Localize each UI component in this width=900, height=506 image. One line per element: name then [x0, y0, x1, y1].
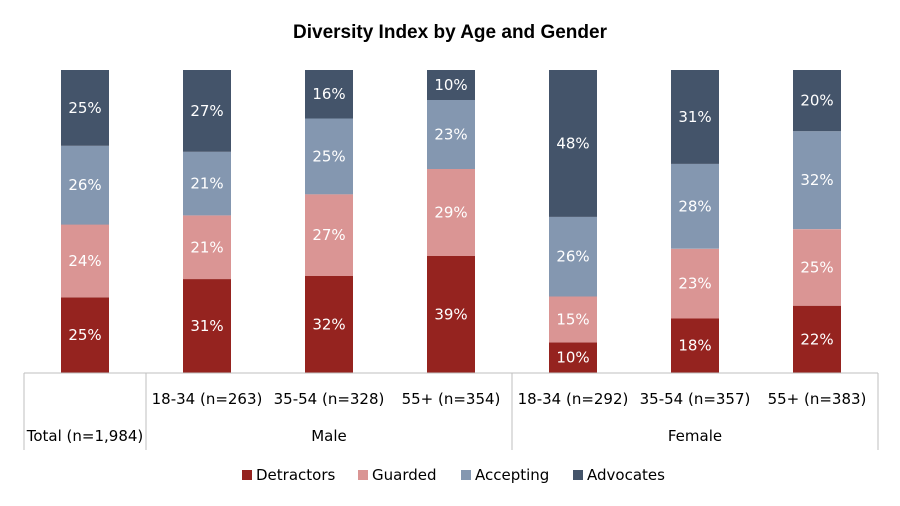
bar-segment-detractors-2: [305, 276, 353, 373]
bar-segment-guarded-0: [61, 224, 109, 298]
bar-segment-detractors-0: [61, 297, 109, 374]
bar-segment-advocates-1: [183, 70, 231, 152]
category-label-5: 35-54 (n=357): [640, 390, 751, 408]
data-label-detractors-2: 32%: [312, 316, 345, 334]
bar-segment-guarded-4: [549, 296, 597, 343]
bar-segment-accepting-2: [305, 118, 353, 195]
category-axis: Total (n=1,984) 18-34 (n=263) 35-54 (n=328…: [23, 372, 879, 450]
legend: Detractors Guarded Accepting Advocates: [242, 466, 665, 484]
group-label-female: Female: [668, 427, 722, 445]
data-label-advocates-3: 10%: [434, 76, 467, 94]
data-label-accepting-6: 32%: [800, 171, 833, 189]
legend-label-guarded: Guarded: [372, 466, 437, 484]
bars-layer: 25% 24% 26% 25% 31% 21% 21% 27% 32% 27% 25% 16% 39% 2…: [61, 70, 841, 374]
legend-swatch-guarded: [358, 470, 368, 480]
chart-title: Diversity Index by Age and Gender: [293, 22, 608, 43]
category-label-3: 55+ (n=354): [402, 390, 501, 408]
data-label-accepting-1: 21%: [190, 175, 223, 193]
data-label-detractors-1: 31%: [190, 317, 223, 335]
bar-segment-accepting-3: [427, 100, 475, 169]
data-label-accepting-3: 23%: [434, 126, 467, 144]
bar-segment-guarded-2: [305, 194, 353, 276]
bar-segment-detractors-3: [427, 256, 475, 373]
bar-segment-advocates-6: [793, 70, 841, 132]
data-label-guarded-5: 23%: [678, 275, 711, 293]
bar-segment-advocates-4: [549, 70, 597, 217]
data-label-guarded-3: 29%: [434, 204, 467, 222]
bar-segment-advocates-0: [61, 70, 109, 146]
data-label-detractors-5: 18%: [678, 337, 711, 355]
bar-segment-guarded-6: [793, 229, 841, 306]
data-label-accepting-0: 26%: [68, 176, 101, 194]
bar-segment-accepting-0: [61, 145, 109, 225]
data-label-guarded-0: 24%: [68, 252, 101, 270]
data-label-guarded-4: 15%: [556, 310, 589, 328]
data-label-guarded-6: 25%: [800, 258, 833, 276]
data-label-detractors-4: 10%: [556, 349, 589, 367]
bar-segment-advocates-5: [671, 70, 719, 164]
data-label-accepting-4: 26%: [556, 248, 589, 266]
data-label-advocates-0: 25%: [68, 99, 101, 117]
category-label-2: 35-54 (n=328): [274, 390, 385, 408]
category-label-1: 18-34 (n=263): [152, 390, 263, 408]
bar-segment-detractors-4: [549, 342, 597, 373]
data-label-accepting-5: 28%: [678, 197, 711, 215]
category-label-4: 18-34 (n=292): [518, 390, 629, 408]
category-label-6: 55+ (n=383): [768, 390, 867, 408]
legend-label-advocates: Advocates: [587, 466, 665, 484]
data-label-advocates-4: 48%: [556, 135, 589, 153]
legend-swatch-accepting: [461, 470, 471, 480]
group-label-male: Male: [311, 427, 347, 445]
data-label-detractors-0: 25%: [68, 326, 101, 344]
bar-segment-accepting-4: [549, 216, 597, 297]
data-label-advocates-6: 20%: [800, 92, 833, 110]
bar-segment-guarded-5: [671, 248, 719, 319]
data-label-advocates-5: 31%: [678, 108, 711, 126]
data-label-detractors-6: 22%: [800, 330, 833, 348]
bar-segment-accepting-6: [793, 131, 841, 230]
bar-segment-accepting-5: [671, 163, 719, 249]
bar-segment-advocates-3: [427, 70, 475, 100]
data-label-detractors-3: 39%: [434, 306, 467, 324]
legend-swatch-advocates: [573, 470, 583, 480]
bar-segment-detractors-6: [793, 305, 841, 373]
legend-label-accepting: Accepting: [475, 466, 549, 484]
legend-swatch-detractors: [242, 470, 252, 480]
legend-label-detractors: Detractors: [256, 466, 335, 484]
bar-segment-accepting-1: [183, 151, 231, 216]
bar-segment-guarded-1: [183, 215, 231, 279]
bar-segment-guarded-3: [427, 169, 475, 256]
bar-segment-detractors-1: [183, 279, 231, 373]
data-label-accepting-2: 25%: [312, 147, 345, 165]
data-label-advocates-2: 16%: [312, 85, 345, 103]
bar-segment-advocates-2: [305, 70, 353, 119]
category-label-0: Total (n=1,984): [26, 427, 144, 445]
data-label-guarded-1: 21%: [190, 238, 223, 256]
data-label-advocates-1: 27%: [190, 102, 223, 120]
bar-segment-detractors-5: [671, 318, 719, 373]
data-label-guarded-2: 27%: [312, 226, 345, 244]
